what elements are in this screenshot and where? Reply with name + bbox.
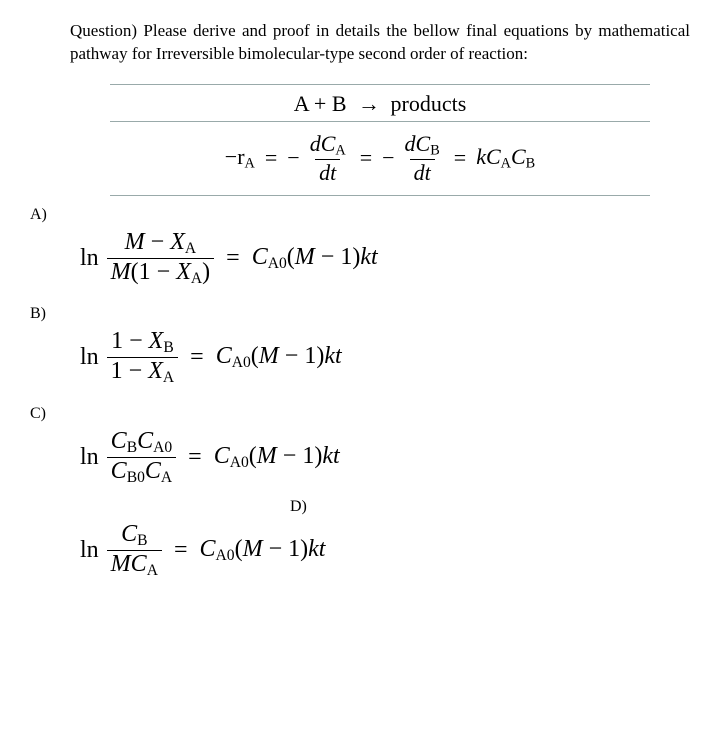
rate-equation: −rA = − dCA dt = − dCB dt = kCACB [110, 122, 650, 195]
page: Question) Please derive and proof in det… [0, 0, 720, 741]
ln-d: ln [80, 537, 99, 564]
eq-c: = [184, 444, 206, 471]
label-d: D) [290, 498, 690, 516]
label-a: A) [30, 206, 690, 224]
prompt-text: Please derive and proof in details the b… [70, 21, 690, 63]
ln-b: ln [80, 344, 99, 371]
ln-a: ln [80, 245, 99, 272]
frac-d: CB MCA [107, 522, 162, 580]
minus-r-a: −rA [225, 144, 255, 173]
eq-b: = [186, 344, 208, 371]
minus-2: − [382, 145, 394, 171]
eq-d: = [170, 537, 192, 564]
dCA-dt: dCA dt [306, 132, 350, 185]
frac-b: 1 − XB 1 − XA [107, 329, 178, 387]
question-prompt: Question) Please derive and proof in det… [70, 20, 690, 66]
eq-a: = [222, 245, 244, 272]
equals-1: = [261, 145, 281, 171]
equals-3: = [450, 145, 470, 171]
ln-c: ln [80, 444, 99, 471]
rhs-a: CA0(M − 1)kt [252, 244, 378, 273]
reaction-equation: A + B → products [110, 85, 650, 122]
frac-a: M − XA M(1 − XA) [107, 230, 214, 288]
reaction-lhs: A + B [294, 91, 347, 116]
equation-a: ln M − XA M(1 − XA) = CA0(M − 1)kt [80, 230, 690, 288]
equation-d: ln CB MCA = CA0(M − 1)kt [80, 522, 690, 580]
equation-c: ln CBCA0 CB0CA = CA0(M − 1)kt [80, 429, 690, 487]
header-equation-block: A + B → products −rA = − dCA dt = − dCB … [110, 84, 650, 196]
minus-1: − [287, 145, 299, 171]
reaction-rhs: products [391, 91, 467, 116]
dCB-dt: dCB dt [401, 132, 444, 185]
rhs-b: CA0(M − 1)kt [216, 343, 342, 372]
frac-c: CBCA0 CB0CA [107, 429, 177, 487]
rhs-d: CA0(M − 1)kt [200, 536, 326, 565]
label-c: C) [30, 405, 690, 423]
rhs-c: CA0(M − 1)kt [214, 443, 340, 472]
prompt-lead: Question) [70, 21, 137, 40]
label-b: B) [30, 305, 690, 323]
equals-2: = [356, 145, 376, 171]
equation-b: ln 1 − XB 1 − XA = CA0(M − 1)kt [80, 329, 690, 387]
arrow-icon: → [352, 91, 385, 116]
kCACB: kCACB [476, 144, 535, 173]
